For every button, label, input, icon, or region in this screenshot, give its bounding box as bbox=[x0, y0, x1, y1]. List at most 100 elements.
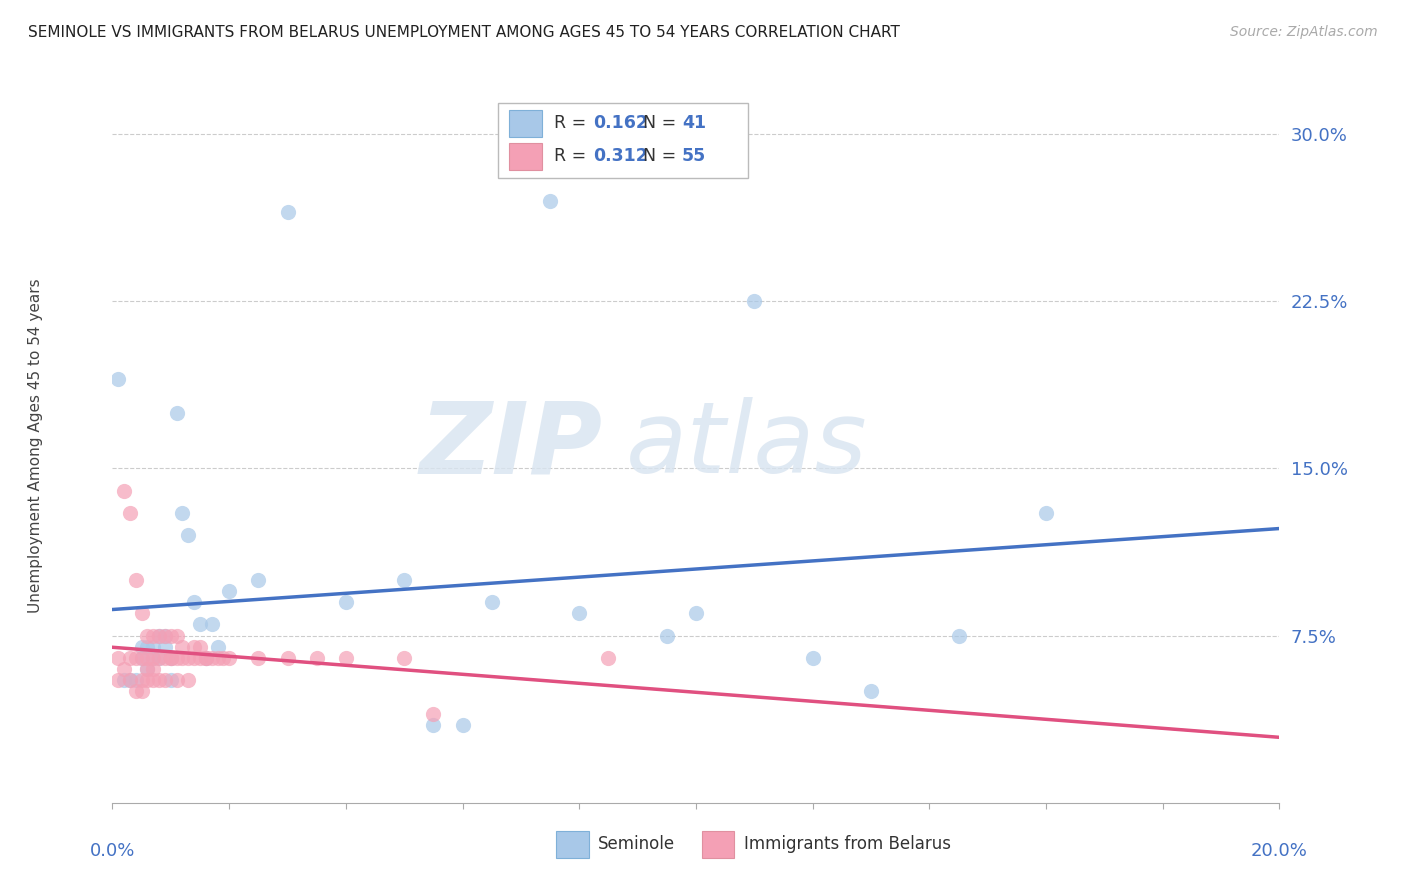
Point bbox=[188, 640, 211, 654]
Text: R =: R = bbox=[554, 114, 592, 132]
Point bbox=[247, 573, 270, 587]
Point bbox=[183, 640, 205, 654]
Point bbox=[172, 640, 194, 654]
Point bbox=[118, 673, 141, 687]
Point bbox=[166, 673, 188, 687]
FancyBboxPatch shape bbox=[498, 103, 748, 178]
Text: 41: 41 bbox=[682, 114, 706, 132]
Point bbox=[160, 651, 183, 665]
FancyBboxPatch shape bbox=[555, 830, 589, 858]
Point bbox=[172, 651, 194, 665]
Text: SEMINOLE VS IMMIGRANTS FROM BELARUS UNEMPLOYMENT AMONG AGES 45 TO 54 YEARS CORRE: SEMINOLE VS IMMIGRANTS FROM BELARUS UNEM… bbox=[28, 25, 900, 40]
Point bbox=[201, 651, 224, 665]
Point bbox=[166, 651, 188, 665]
Point bbox=[118, 506, 141, 520]
Text: R =: R = bbox=[554, 147, 592, 165]
Point bbox=[131, 651, 153, 665]
Point bbox=[218, 651, 240, 665]
Point bbox=[655, 628, 678, 642]
Point bbox=[125, 673, 148, 687]
Point bbox=[685, 607, 707, 621]
Point bbox=[481, 595, 503, 609]
Point bbox=[107, 372, 129, 386]
Point bbox=[136, 662, 159, 676]
Point bbox=[136, 640, 159, 654]
Point bbox=[131, 607, 153, 621]
Point bbox=[422, 706, 444, 721]
Point bbox=[142, 662, 165, 676]
Point bbox=[305, 651, 328, 665]
Point bbox=[160, 651, 183, 665]
Point bbox=[142, 651, 165, 665]
Point bbox=[177, 528, 200, 542]
Point bbox=[160, 628, 183, 642]
FancyBboxPatch shape bbox=[702, 830, 734, 858]
Point bbox=[148, 628, 170, 642]
Point bbox=[136, 628, 159, 642]
Point bbox=[188, 617, 211, 632]
Text: ZIP: ZIP bbox=[419, 398, 603, 494]
Point bbox=[153, 628, 176, 642]
Text: Immigrants from Belarus: Immigrants from Belarus bbox=[744, 835, 950, 853]
Point bbox=[107, 673, 129, 687]
Point bbox=[118, 651, 141, 665]
Point bbox=[160, 673, 183, 687]
Point bbox=[335, 651, 357, 665]
Point bbox=[218, 583, 240, 598]
Point bbox=[142, 651, 165, 665]
Point bbox=[131, 684, 153, 698]
Point bbox=[394, 573, 416, 587]
Point bbox=[153, 640, 176, 654]
Point bbox=[148, 673, 170, 687]
Point bbox=[183, 651, 205, 665]
Point bbox=[247, 651, 270, 665]
Point bbox=[276, 204, 298, 219]
Point bbox=[201, 617, 224, 632]
Point bbox=[148, 628, 170, 642]
Point bbox=[860, 684, 883, 698]
Point bbox=[136, 673, 159, 687]
Text: Unemployment Among Ages 45 to 54 years: Unemployment Among Ages 45 to 54 years bbox=[28, 278, 42, 614]
Point bbox=[142, 640, 165, 654]
Text: 0.0%: 0.0% bbox=[90, 842, 135, 860]
Point bbox=[112, 673, 135, 687]
Point bbox=[148, 651, 170, 665]
Point bbox=[207, 640, 229, 654]
Point bbox=[166, 405, 188, 419]
Point bbox=[118, 673, 141, 687]
Point bbox=[131, 651, 153, 665]
Point bbox=[125, 684, 148, 698]
Point bbox=[153, 628, 176, 642]
Text: N =: N = bbox=[644, 114, 682, 132]
Point bbox=[172, 506, 194, 520]
Point bbox=[131, 640, 153, 654]
Point bbox=[801, 651, 824, 665]
Point bbox=[166, 628, 188, 642]
Point bbox=[136, 662, 159, 676]
Point bbox=[742, 293, 765, 308]
Text: 55: 55 bbox=[682, 147, 706, 165]
FancyBboxPatch shape bbox=[509, 143, 541, 169]
Point bbox=[422, 717, 444, 731]
Point bbox=[194, 651, 217, 665]
Point bbox=[207, 651, 229, 665]
Point bbox=[598, 651, 620, 665]
Point bbox=[194, 651, 217, 665]
Text: 0.312: 0.312 bbox=[593, 147, 648, 165]
Point bbox=[183, 595, 205, 609]
Point bbox=[194, 651, 217, 665]
Point bbox=[142, 628, 165, 642]
Point bbox=[451, 717, 474, 731]
Point bbox=[177, 651, 200, 665]
Point bbox=[394, 651, 416, 665]
Point bbox=[948, 628, 970, 642]
Point bbox=[1035, 506, 1057, 520]
FancyBboxPatch shape bbox=[509, 110, 541, 137]
Point bbox=[177, 673, 200, 687]
Point bbox=[112, 662, 135, 676]
Text: N =: N = bbox=[644, 147, 682, 165]
Point bbox=[142, 673, 165, 687]
Point bbox=[153, 673, 176, 687]
Point bbox=[131, 673, 153, 687]
Text: Seminole: Seminole bbox=[598, 835, 675, 853]
